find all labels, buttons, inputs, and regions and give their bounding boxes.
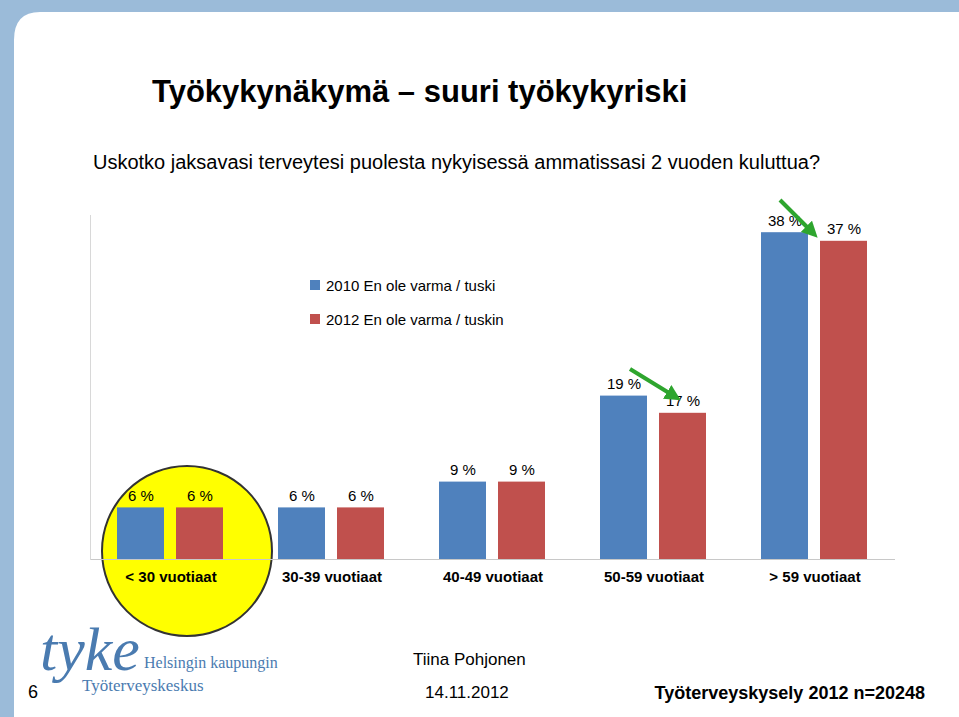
svg-text:38 %: 38 % [768, 212, 802, 229]
svg-text:< 30 vuotiaat: < 30 vuotiaat [125, 568, 216, 585]
html-text:Helsingin kaupungin: Helsingin kaupungin [144, 654, 278, 671]
svg-text:40-49 vuotiaat: 40-49 vuotiaat [443, 568, 543, 585]
svg-text:> 59 vuotiaat: > 59 vuotiaat [769, 568, 860, 585]
html-text:Tiina Pohjonen: Tiina Pohjonen [413, 650, 526, 669]
html-text:tyke: tyke [40, 615, 140, 683]
html-text:Uskotko jaksavasi terveytesi p: Uskotko jaksavasi terveytesi puolesta ny… [93, 151, 820, 173]
html-text:2010 En ole varma / tuski: 2010 En ole varma / tuski [326, 276, 496, 294]
svg-text:30-39 vuotiaat: 30-39 vuotiaat [282, 568, 382, 585]
svg-text:6 %: 6 % [348, 487, 374, 504]
svg-text:17 %: 17 % [665, 392, 701, 410]
html-text:6: 6 [28, 682, 38, 702]
html-text:14.11.2012: 14.11.2012 [425, 683, 509, 702]
html-text:Työterveyskeskus: Työterveyskeskus [82, 676, 204, 695]
svg-text:6 %: 6 % [187, 487, 213, 504]
svg-text:37 %: 37 % [827, 220, 861, 237]
svg-text:19 %: 19 % [607, 375, 641, 392]
svg-text:9 %: 9 % [450, 461, 476, 478]
svg-text:9 %: 9 % [509, 461, 535, 478]
svg-text:6 %: 6 % [289, 487, 315, 504]
html-text:2012 En ole varma / tuskin: 2012 En ole varma / tuskin [326, 310, 504, 328]
svg-text:50-59 vuotiaat: 50-59 vuotiaat [604, 568, 704, 585]
html-text:Työterveyskysely 2012 n=20248: Työterveyskysely 2012 n=20248 [654, 683, 925, 703]
html-text:Työkykynäkymä – suuri työkykyr: Työkykynäkymä – suuri työkykyriski [152, 74, 688, 109]
svg-text:6 %: 6 % [128, 487, 154, 504]
